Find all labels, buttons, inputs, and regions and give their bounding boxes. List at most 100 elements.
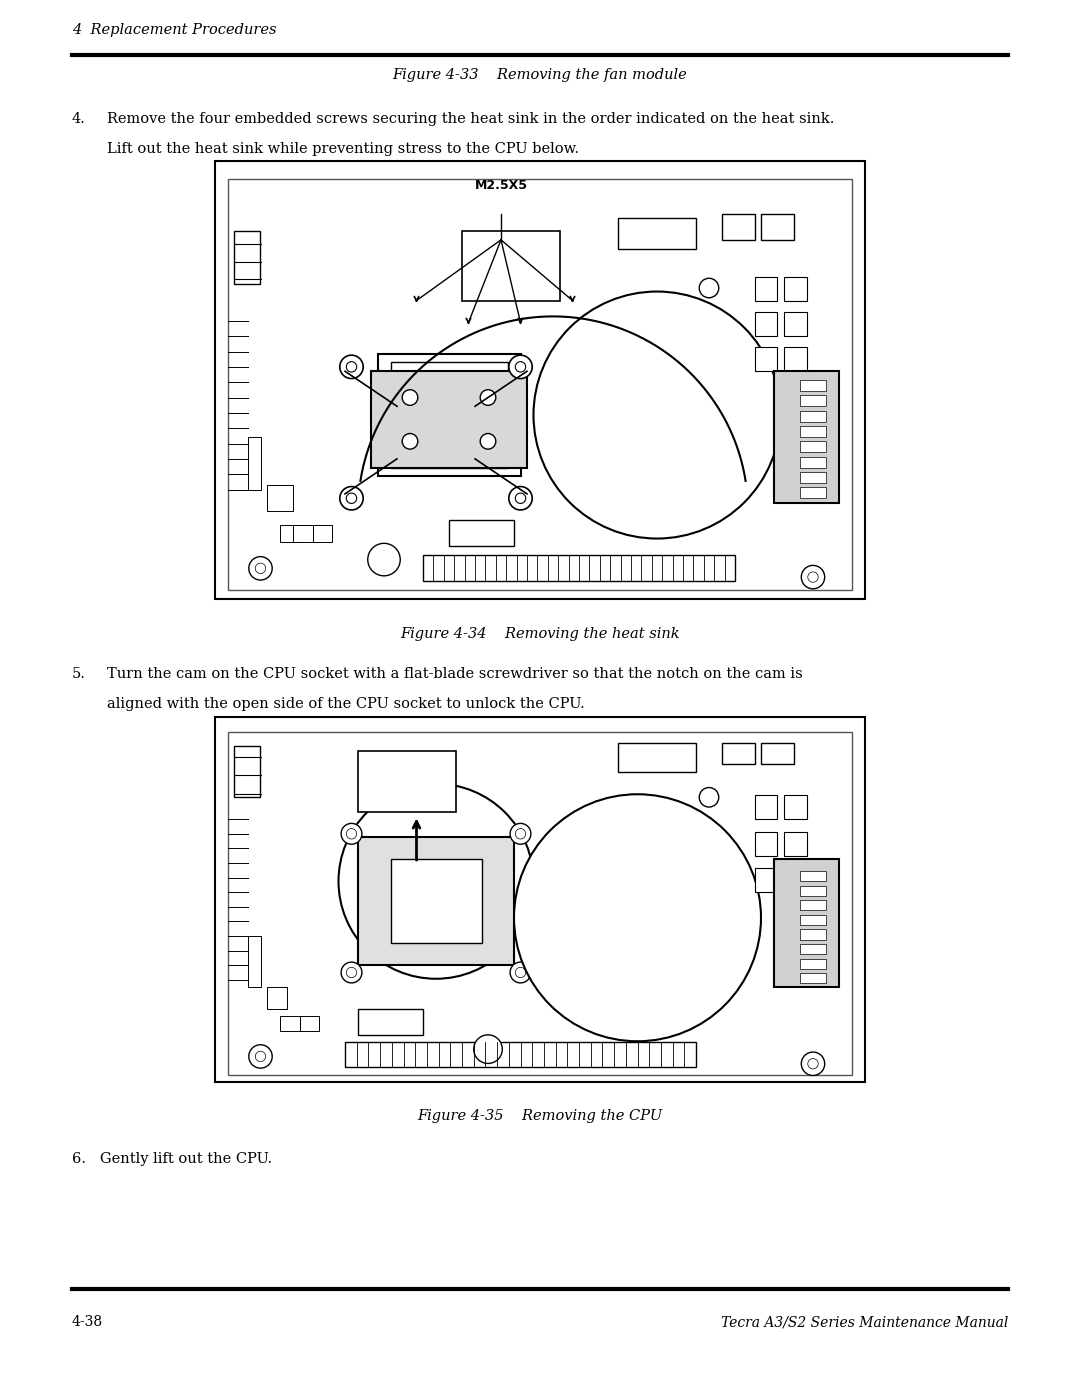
Circle shape bbox=[481, 390, 496, 405]
Text: 4.: 4. bbox=[72, 112, 86, 126]
Bar bbox=[800, 380, 826, 391]
Bar bbox=[755, 277, 778, 302]
Text: Figure 4-34    Removing the heat sink: Figure 4-34 Removing the heat sink bbox=[401, 627, 679, 641]
Bar bbox=[391, 859, 482, 943]
Text: Turn the cam on the CPU socket with a flat-blade screwdriver so that the notch o: Turn the cam on the CPU socket with a fl… bbox=[107, 666, 802, 680]
Circle shape bbox=[510, 963, 531, 983]
Bar bbox=[755, 312, 778, 337]
Circle shape bbox=[347, 493, 356, 503]
Circle shape bbox=[699, 278, 719, 298]
Bar bbox=[423, 555, 735, 581]
Text: M2.5X5: M2.5X5 bbox=[474, 179, 527, 191]
Bar bbox=[462, 231, 559, 302]
Bar bbox=[234, 231, 260, 284]
Bar bbox=[357, 750, 456, 812]
Text: Figure 4-33    Removing the fan module: Figure 4-33 Removing the fan module bbox=[393, 68, 687, 82]
Bar bbox=[372, 372, 527, 468]
Bar bbox=[228, 732, 852, 1074]
Bar bbox=[280, 1016, 299, 1031]
Bar bbox=[280, 524, 299, 542]
Bar bbox=[312, 524, 332, 542]
Circle shape bbox=[338, 784, 534, 979]
Circle shape bbox=[515, 493, 526, 503]
Bar bbox=[755, 795, 778, 819]
Bar bbox=[784, 312, 807, 337]
Circle shape bbox=[509, 355, 532, 379]
Bar bbox=[293, 524, 312, 542]
Text: Figure 4-35    Removing the CPU: Figure 4-35 Removing the CPU bbox=[417, 1109, 663, 1123]
Text: 5.: 5. bbox=[72, 666, 86, 680]
Text: 4-38: 4-38 bbox=[72, 1315, 103, 1329]
Bar bbox=[299, 1016, 319, 1031]
Text: Lift out the heat sink while preventing stress to the CPU below.: Lift out the heat sink while preventing … bbox=[107, 142, 579, 156]
Circle shape bbox=[402, 433, 418, 448]
Text: Remove the four embedded screws securing the heat sink in the order indicated on: Remove the four embedded screws securing… bbox=[107, 112, 835, 126]
Bar bbox=[755, 869, 778, 893]
Bar bbox=[267, 988, 286, 1009]
Bar bbox=[755, 346, 778, 372]
Circle shape bbox=[248, 556, 272, 580]
Circle shape bbox=[801, 1052, 825, 1076]
Circle shape bbox=[481, 433, 496, 448]
Bar bbox=[345, 1042, 696, 1067]
Bar bbox=[800, 915, 826, 925]
Bar bbox=[774, 859, 839, 988]
Bar bbox=[247, 936, 260, 988]
Bar bbox=[228, 179, 852, 591]
Circle shape bbox=[509, 486, 532, 510]
Circle shape bbox=[341, 823, 362, 844]
Text: aligned with the open side of the CPU socket to unlock the CPU.: aligned with the open side of the CPU so… bbox=[107, 697, 584, 711]
Bar bbox=[215, 717, 865, 1083]
Bar bbox=[800, 900, 826, 911]
Bar bbox=[800, 472, 826, 483]
Bar bbox=[357, 1009, 423, 1035]
Bar bbox=[267, 485, 293, 511]
Circle shape bbox=[534, 292, 781, 538]
Bar bbox=[800, 886, 826, 895]
Circle shape bbox=[801, 566, 825, 588]
Bar bbox=[800, 441, 826, 453]
Circle shape bbox=[248, 1045, 272, 1069]
Bar bbox=[449, 520, 514, 546]
Bar bbox=[761, 743, 794, 764]
Bar bbox=[784, 833, 807, 856]
Circle shape bbox=[341, 963, 362, 983]
Circle shape bbox=[515, 362, 526, 372]
Bar bbox=[800, 974, 826, 983]
Bar bbox=[761, 214, 794, 240]
Circle shape bbox=[368, 543, 401, 576]
Text: Tecra A3/S2 Series Maintenance Manual: Tecra A3/S2 Series Maintenance Manual bbox=[720, 1315, 1008, 1329]
Text: 4  Replacement Procedures: 4 Replacement Procedures bbox=[72, 22, 276, 36]
Circle shape bbox=[699, 788, 719, 807]
Circle shape bbox=[340, 355, 363, 379]
Bar bbox=[247, 437, 260, 489]
Bar bbox=[618, 218, 696, 249]
Bar bbox=[800, 958, 826, 970]
Bar bbox=[618, 743, 696, 771]
Bar bbox=[800, 488, 826, 499]
Bar bbox=[800, 411, 826, 422]
Bar bbox=[723, 743, 755, 764]
Bar bbox=[800, 457, 826, 468]
Bar bbox=[800, 395, 826, 407]
Circle shape bbox=[510, 823, 531, 844]
Bar bbox=[234, 746, 260, 798]
Bar bbox=[800, 872, 826, 882]
Circle shape bbox=[514, 795, 761, 1041]
Bar bbox=[391, 362, 508, 468]
Bar bbox=[800, 426, 826, 437]
Bar bbox=[800, 944, 826, 954]
Text: 6.   Gently lift out the CPU.: 6. Gently lift out the CPU. bbox=[72, 1153, 272, 1166]
Bar bbox=[755, 833, 778, 856]
Bar bbox=[378, 353, 521, 476]
Bar bbox=[723, 214, 755, 240]
Circle shape bbox=[474, 1035, 502, 1063]
Bar bbox=[774, 372, 839, 503]
Circle shape bbox=[402, 390, 418, 405]
Bar bbox=[784, 277, 807, 302]
Bar bbox=[784, 795, 807, 819]
Bar bbox=[784, 346, 807, 372]
Bar bbox=[800, 929, 826, 940]
Circle shape bbox=[347, 362, 356, 372]
Bar bbox=[357, 837, 514, 965]
